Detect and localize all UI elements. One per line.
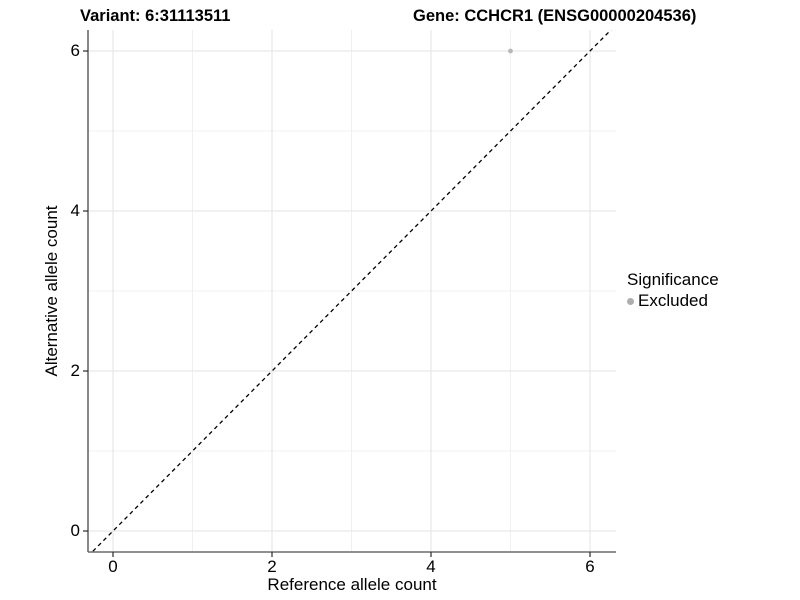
x-tick-label: 6	[585, 557, 595, 576]
x-tick-label: 0	[108, 557, 118, 576]
legend-item-label: Excluded	[638, 291, 708, 310]
data-point-excluded	[508, 48, 513, 54]
legend-title: Significance	[627, 270, 719, 289]
y-tick-label: 4	[70, 201, 80, 220]
gene-title: Gene: CCHCR1 (ENSG00000204536)	[413, 7, 697, 25]
identity-dashed-line	[91, 30, 612, 552]
y-tick-label: 6	[70, 41, 80, 60]
y-tick-label: 2	[70, 361, 80, 380]
x-tick-label: 2	[267, 557, 277, 576]
x-axis-title: Reference allele count	[267, 575, 437, 594]
y-axis-title: Alternative allele count	[42, 205, 61, 377]
variant-title: Variant: 6:31113511	[80, 7, 231, 25]
y-tick-label: 0	[70, 521, 80, 540]
legend-item-excluded: Excluded	[627, 291, 719, 311]
excluded-point-swatch-icon	[627, 297, 634, 305]
x-tick-label: 4	[426, 557, 436, 576]
legend: Significance Excluded	[627, 270, 719, 311]
